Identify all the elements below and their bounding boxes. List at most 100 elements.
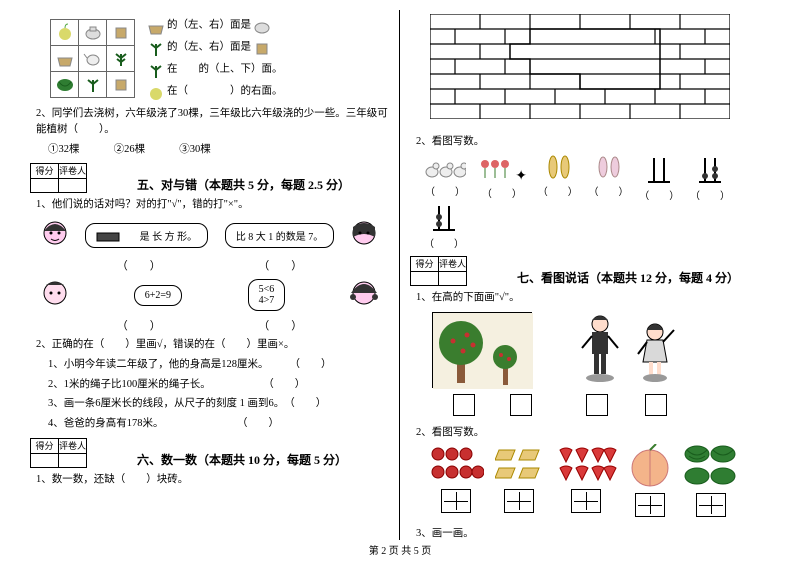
trees-icon	[433, 313, 533, 389]
opt-1: ①32棵	[48, 144, 80, 155]
pos-line-2: 的（左、右）面是	[167, 41, 251, 52]
plant-icon	[110, 46, 132, 68]
basket-icon	[145, 14, 167, 36]
sec5-q2-2: 2、1米的绳子比100厘米的绳子长。 （ ）	[48, 377, 389, 393]
strawberries-icon	[554, 444, 618, 484]
peach-icon	[628, 444, 672, 488]
sec6-q2: 2、看图写数。	[416, 134, 770, 150]
watermelon-icon	[54, 72, 76, 94]
kids-icon	[570, 310, 690, 386]
bubble-1: 是 长 方 形。	[85, 223, 209, 248]
answer-paren[interactable]: （ ）	[295, 359, 332, 370]
paren-row-1: （ ） （ ）	[30, 257, 389, 273]
grader-label: 评卷人	[59, 164, 87, 179]
answer-paren[interactable]: （ ）	[482, 189, 522, 200]
cakes-icon	[495, 444, 543, 484]
position-sentences: 的（左、右）面是 的（左、右）面是 在 的（上、下）面。 在（ ）的右面。	[145, 14, 283, 102]
corn-icon	[543, 154, 573, 180]
height-compare-row	[410, 310, 770, 421]
section-5-title: 五、对与错（本题共 5 分，每题 2.5 分）	[137, 170, 350, 193]
apples-group	[428, 444, 484, 518]
ducks-group: （ ）	[424, 154, 466, 198]
answer-paren[interactable]: （ ）	[538, 187, 578, 198]
q2-text: 2、同学们去浇树，六年级浇了30棵，三年级比六年级浇的少一些。三年级可能植树（ …	[36, 106, 389, 138]
check-box[interactable]	[453, 394, 475, 416]
answer-paren[interactable]: （ ）	[690, 191, 730, 202]
beans-icon	[593, 154, 623, 180]
answer-paren[interactable]: （ ）	[242, 418, 279, 429]
cup2-icon	[110, 72, 132, 94]
girl-face-icon	[40, 217, 70, 253]
bubble-row-1: 是 长 方 形。 比 8 大 1 的数是 7。	[30, 217, 389, 253]
worksheet-page: 的（左、右）面是 的（左、右）面是 在 的（上、下）面。 在（ ）的右面。 2、…	[0, 0, 800, 540]
score-label: 得分	[31, 164, 59, 179]
kids-picture	[570, 310, 690, 386]
girl3-face-icon	[349, 277, 379, 313]
pear-icon	[145, 80, 167, 102]
beans-group: （ ）	[588, 154, 628, 198]
sec6-q1: 1、数一数，还缺（ ）块砖。	[36, 472, 389, 488]
answer-paren[interactable]: （ ）	[290, 398, 327, 409]
answer-paren[interactable]: （ ）	[639, 191, 679, 202]
answer-paren[interactable]: （ ）	[588, 187, 628, 198]
peach-group	[628, 444, 672, 522]
position-question: 的（左、右）面是 的（左、右）面是 在 的（上、下）面。 在（ ）的右面。	[30, 14, 389, 102]
boy-face-icon	[40, 277, 70, 313]
answer-paren[interactable]: （ ）	[269, 379, 306, 390]
cup-icon	[251, 36, 273, 58]
bubble-3: 6+2=9	[134, 285, 182, 306]
paren-row-2: （ ） （ ）	[30, 317, 389, 333]
answer-paren[interactable]: （ ）	[117, 317, 161, 333]
tally-box[interactable]	[696, 493, 726, 517]
sec7-q1: 1、在高的下面画"√"。	[416, 290, 770, 306]
answer-paren[interactable]: （ ）	[258, 257, 302, 273]
teapot-icon	[82, 20, 104, 42]
pos-line-4: 在（ ）的右面。	[167, 85, 283, 96]
plant-icon	[145, 58, 167, 80]
right-column: 2、看图写数。 （ ） ✦ （ ） （ ） （ ） （ ）	[400, 10, 780, 540]
left-column: 的（左、右）面是 的（左、右）面是 在 的（上、下）面。 在（ ）的右面。 2、…	[20, 10, 400, 540]
count-row: （ ） ✦ （ ） （ ） （ ） （ ） （ ）	[410, 154, 770, 250]
tally-box[interactable]	[504, 489, 534, 513]
score-box-7: 得分评卷人 七、看图说话（本题共 12 分，每题 4 分）	[410, 256, 770, 286]
bubble-2: 比 8 大 1 的数是 7。	[225, 223, 335, 248]
stand3-group: （ ）	[424, 202, 464, 250]
stand-beads-icon	[695, 154, 725, 184]
check-box[interactable]	[510, 394, 532, 416]
score-box-5: 得分评卷人 五、对与错（本题共 5 分，每题 2.5 分）	[30, 163, 389, 193]
answer-paren[interactable]: （ ）	[424, 239, 464, 250]
score-grid: 得分评卷人	[410, 256, 467, 286]
tally-box[interactable]	[635, 493, 665, 517]
check-box[interactable]	[645, 394, 667, 416]
answer-paren[interactable]: （ ）	[117, 257, 161, 273]
tally-box[interactable]	[441, 489, 471, 513]
check-box[interactable]	[586, 394, 608, 416]
pos-line-3: 在 的（上、下）面。	[167, 63, 283, 74]
opt-2: ②26棵	[114, 144, 146, 155]
pear-icon	[54, 20, 76, 42]
opt-3: ③30棵	[179, 144, 211, 155]
score-grid: 得分评卷人	[30, 438, 87, 468]
stand2-group: （ ）	[690, 154, 730, 202]
apples-icon	[428, 444, 484, 484]
stand1-group: （ ）	[639, 154, 679, 202]
cakes-group	[495, 444, 543, 518]
sec5-q2-3: 3、画一条6厘米长的线段，从尺子的刻度 1 画到6。 （ ）	[48, 396, 389, 412]
tally-box[interactable]	[571, 489, 601, 513]
sec7-q2: 2、看图写数。	[416, 425, 770, 441]
fruit-count-row	[410, 444, 770, 522]
flowers-group: ✦ （ ）	[477, 154, 527, 200]
cup-icon	[110, 20, 132, 42]
melons-icon	[683, 444, 739, 488]
page-footer: 第 2 页 共 5 页	[0, 542, 800, 557]
kettle-icon	[82, 46, 104, 68]
section-6-title: 六、数一数（本题共 10 分，每题 5 分）	[137, 445, 347, 468]
answer-paren[interactable]: （ ）	[258, 317, 302, 333]
corn-group: （ ）	[538, 154, 578, 198]
score-grid: 得分评卷人	[30, 163, 87, 193]
trees-picture	[432, 312, 532, 388]
answer-paren[interactable]: （ ）	[425, 187, 465, 198]
bubble-4: 5<64>7	[248, 279, 286, 311]
ducks-icon	[424, 154, 466, 180]
sec5-q1: 1、他们说的话对吗？对的打"√"，错的打"×"。	[36, 197, 389, 213]
